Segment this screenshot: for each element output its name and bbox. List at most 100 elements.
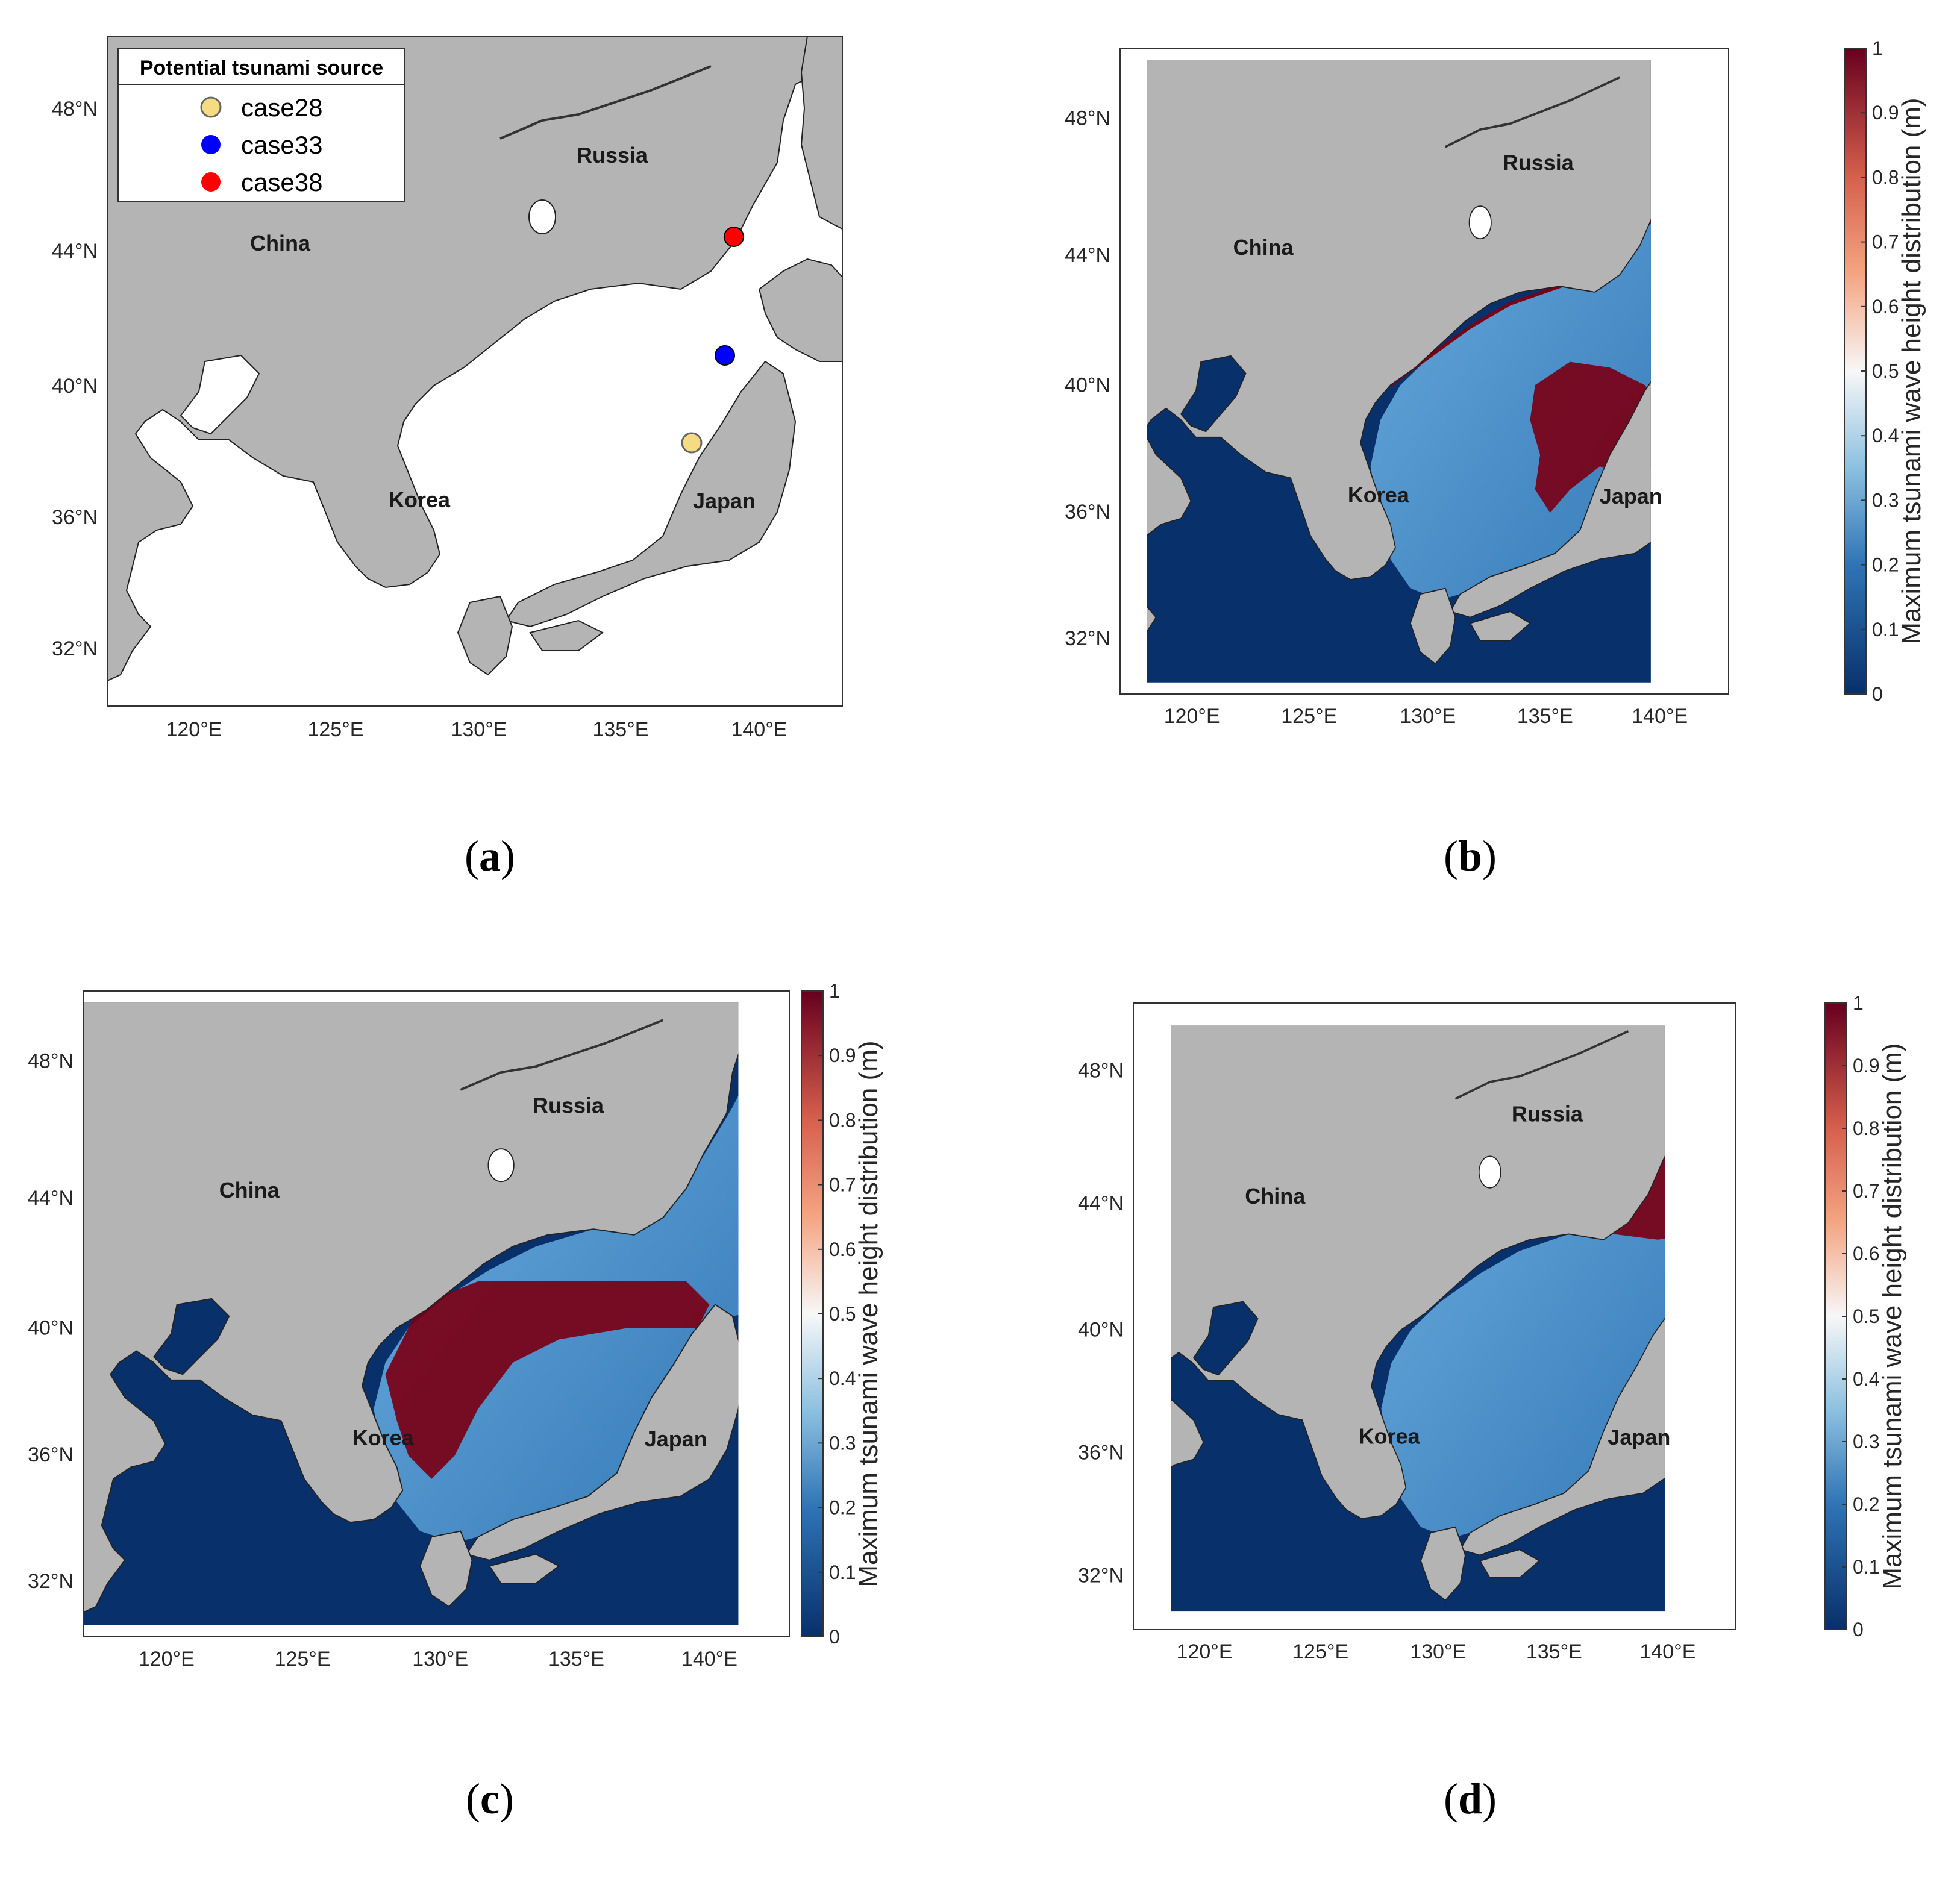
lon-label: 140°E [1632, 705, 1688, 728]
region-china: China [219, 1178, 280, 1202]
region-japan: Japan [645, 1427, 707, 1451]
river [499, 65, 712, 140]
colorbar-tick-label: 1 [1853, 992, 1864, 1014]
legend-case38-marker [201, 172, 221, 192]
lat-label: 48°N [1078, 1059, 1124, 1082]
sakhalin [1702, 1003, 1736, 1183]
shikoku [1469, 611, 1532, 642]
sakhalin [800, 36, 842, 230]
shikoku [1479, 1549, 1541, 1578]
high-wave-zone [1530, 361, 1651, 513]
colorbar-tick-label: 0.7 [1872, 231, 1899, 253]
colorbar-tick-label: 0.6 [1872, 296, 1899, 317]
region-korea: Korea [1348, 483, 1410, 507]
lon-label: 125°E [307, 718, 363, 741]
colorbar-tick-label: 0.1 [1853, 1556, 1879, 1578]
colorbar-tick-label: 0.8 [1853, 1118, 1879, 1139]
colorbar-tick-label: 0.4 [1872, 425, 1899, 446]
high-wave-zone [385, 1281, 710, 1479]
lat-label: 44°N [52, 240, 98, 263]
lon-label: 140°E [1639, 1640, 1695, 1663]
region-korea: Korea [352, 1425, 415, 1450]
lat-label: 32°N [1078, 1564, 1124, 1587]
colorbar-tick-label: 0.9 [1853, 1055, 1879, 1077]
bohai-sea [1180, 355, 1247, 433]
honshu [505, 360, 797, 628]
mainland [1147, 60, 1651, 633]
lon-label: 140°E [681, 1648, 737, 1671]
region-japan: Japan [1600, 484, 1662, 508]
region-korea: Korea [1359, 1424, 1421, 1448]
lake [487, 1148, 515, 1183]
honshu [1459, 1318, 1665, 1556]
legend: Potential tsunami source case28 case33 c… [117, 48, 405, 202]
east-sea-wave-field [1370, 220, 1651, 600]
sakhalin [1695, 48, 1729, 234]
lat-label: 48°N [1065, 107, 1110, 130]
region-china: China [250, 231, 311, 255]
colorbar-tick-label: 0.5 [829, 1303, 856, 1325]
region-korea: Korea [389, 487, 451, 512]
colorbar-tick-label: 0.7 [829, 1174, 856, 1196]
lat-label: 32°N [28, 1570, 74, 1593]
legend-case33-marker [201, 135, 221, 154]
source-case33-marker [715, 345, 735, 366]
lon-label: 130°E [1410, 1640, 1466, 1663]
legend-case38-label: case38 [241, 168, 322, 196]
colorbar-tick-label: 0 [1853, 1619, 1864, 1640]
lat-label: 48°N [52, 98, 98, 120]
bohai-sea [180, 354, 260, 435]
honshu [1449, 381, 1651, 618]
lon-label: 120°E [1164, 705, 1220, 728]
panel-a: 48°N 44°N 40°N 36°N 32°N 120°E 125°E 130… [0, 0, 980, 942]
lon-label: 125°E [1292, 1640, 1348, 1663]
shikoku [488, 1554, 560, 1584]
source-case28-marker [681, 432, 703, 454]
colorbar-tick-label: 0 [1872, 683, 1883, 705]
region-russia: Russia [577, 143, 648, 167]
colorbar-tick-label: 1 [1872, 37, 1883, 59]
source-case38-marker [724, 227, 744, 247]
lon-label: 130°E [1400, 705, 1456, 728]
colorbar-tick-label: 0.9 [829, 1045, 856, 1066]
lon-label: 120°E [139, 1648, 195, 1671]
caption-c: (c) [466, 1775, 514, 1823]
lat-label: 44°N [1078, 1192, 1124, 1215]
lat-label: 40°N [1065, 374, 1110, 397]
caption-a: (a) [465, 832, 515, 880]
legend-case28-marker [200, 96, 222, 118]
colorbar-tick-label: 0.8 [1872, 166, 1899, 188]
region-japan: Japan [693, 489, 756, 513]
lake [1478, 1155, 1501, 1189]
lat-label: 40°N [52, 375, 98, 398]
lat-label: 44°N [1065, 244, 1110, 267]
mainland [83, 1002, 739, 1614]
kyushu [419, 1530, 473, 1608]
region-russia: Russia [1503, 150, 1574, 175]
colorbar-tick-label: 1 [829, 980, 840, 1002]
colorbar-tick-label: 0.6 [1853, 1243, 1879, 1264]
colorbar-label: Maximum tsunami wave height distribution… [1877, 1043, 1907, 1589]
lat-label: 36°N [28, 1443, 74, 1466]
map-d: 48°N 44°N 40°N 36°N 32°N 120°E 125°E 130°E 135°E… [1078, 992, 1907, 1663]
kyushu [1409, 587, 1456, 665]
colorbar-tick-label: 0.9 [1872, 102, 1899, 123]
lat-label: 32°N [1065, 627, 1110, 650]
lake [528, 199, 556, 234]
colorbar-tick-label: 0.1 [829, 1561, 856, 1583]
map-a: 48°N 44°N 40°N 36°N 32°N 120°E 125°E 130… [52, 36, 843, 741]
colorbar-tick-label: 0.2 [1853, 1493, 1879, 1515]
lon-label: 135°E [592, 718, 648, 741]
lat-label: 36°N [1065, 501, 1110, 524]
region-china: China [1233, 235, 1294, 260]
kyushu [457, 595, 513, 676]
region-russia: Russia [533, 1093, 604, 1118]
colorbar-tick-label: 0.3 [829, 1432, 856, 1454]
map-frame [83, 990, 790, 1637]
lake [1468, 205, 1492, 240]
lon-label: 125°E [275, 1648, 331, 1671]
colorbar-tick-label: 0.4 [1853, 1368, 1879, 1390]
lon-label: 125°E [1281, 705, 1337, 728]
colorbar-label: Maximum tsunami wave height distribution… [854, 1040, 883, 1587]
colorbar-tick-label: 0.5 [1853, 1305, 1879, 1327]
